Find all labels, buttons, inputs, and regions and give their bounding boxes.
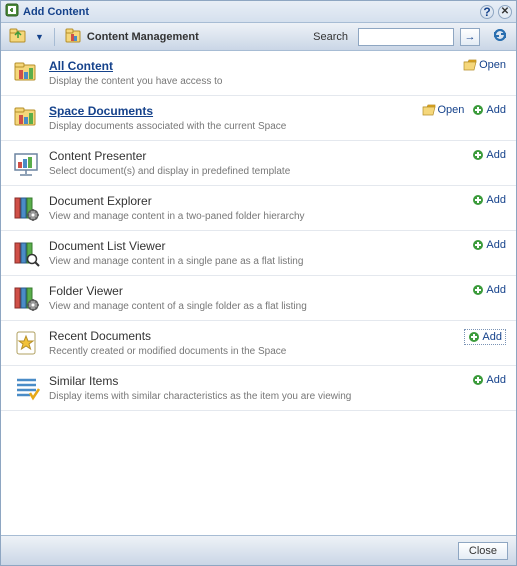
list-item-body: Folder Viewer View and manage content of … <box>43 284 506 312</box>
list-check-icon <box>11 374 43 402</box>
toolbar: ▼ Content Management Search → <box>1 23 516 51</box>
books-zoom-icon <box>11 239 43 267</box>
item-description: Select document(s) and display in predef… <box>49 166 406 177</box>
item-actions: Add <box>464 329 506 345</box>
add-action[interactable]: Add <box>472 104 506 116</box>
item-title: Recent Documents <box>49 329 406 343</box>
item-actions: Add <box>472 374 506 386</box>
add-label: Add <box>486 239 506 251</box>
item-title: Similar Items <box>49 374 406 388</box>
item-description: View and manage content in a two-paned f… <box>49 211 406 222</box>
up-folder-button[interactable] <box>9 27 29 46</box>
books-gear-icon <box>11 194 43 222</box>
item-description: View and manage content of a single fold… <box>49 301 406 312</box>
dropdown-arrow-icon[interactable]: ▼ <box>35 32 44 42</box>
add-label: Add <box>486 104 506 116</box>
toolbar-separator <box>54 28 55 46</box>
window-icon <box>5 3 19 20</box>
open-label: Open <box>479 59 506 71</box>
item-actions: Open Add <box>422 104 507 116</box>
item-title[interactable]: Space Documents <box>49 104 406 118</box>
item-description: Display the content you have access to <box>49 76 406 87</box>
add-action[interactable]: Add <box>464 329 506 345</box>
item-title: Content Presenter <box>49 149 406 163</box>
presenter-icon <box>11 149 43 177</box>
multi-folder-icon <box>11 59 43 87</box>
add-action[interactable]: Add <box>472 374 506 386</box>
add-action[interactable]: Add <box>472 284 506 296</box>
item-actions: Open <box>463 59 506 71</box>
item-description: View and manage content in a single pane… <box>49 256 406 267</box>
footer: Close <box>1 535 516 565</box>
open-label: Open <box>438 104 465 116</box>
add-label: Add <box>482 331 502 343</box>
list-item: Document Explorer View and manage content… <box>1 186 516 231</box>
list-item: All Content Display the content you have … <box>1 51 516 96</box>
list-item-body: All Content Display the content you have … <box>43 59 506 87</box>
breadcrumb[interactable]: Content Management <box>87 31 199 43</box>
item-title[interactable]: All Content <box>49 59 406 73</box>
item-actions: Add <box>472 284 506 296</box>
open-action[interactable]: Open <box>463 59 506 71</box>
add-action[interactable]: Add <box>472 194 506 206</box>
close-button[interactable]: Close <box>458 542 508 560</box>
item-title: Document Explorer <box>49 194 406 208</box>
item-actions: Add <box>472 149 506 161</box>
item-actions: Add <box>472 194 506 206</box>
content-list: All Content Display the content you have … <box>1 51 516 535</box>
multi-folder-icon <box>11 104 43 132</box>
item-title: Document List Viewer <box>49 239 406 253</box>
list-item: Content Presenter Select document(s) and … <box>1 141 516 186</box>
add-label: Add <box>486 374 506 386</box>
list-item-body: Document Explorer View and manage content… <box>43 194 506 222</box>
list-item: Document List Viewer View and manage cont… <box>1 231 516 276</box>
books-gear-icon <box>11 284 43 312</box>
item-description: Display documents associated with the cu… <box>49 121 406 132</box>
add-action[interactable]: Add <box>472 149 506 161</box>
list-item-body: Similar Items Display items with similar … <box>43 374 506 402</box>
item-description: Display items with similar characteristi… <box>49 391 406 402</box>
add-label: Add <box>486 194 506 206</box>
close-icon[interactable]: ✕ <box>498 5 512 19</box>
add-label: Add <box>486 284 506 296</box>
item-actions: Add <box>472 239 506 251</box>
item-title: Folder Viewer <box>49 284 406 298</box>
window-title: Add Content <box>23 6 89 18</box>
add-action[interactable]: Add <box>472 239 506 251</box>
star-doc-icon <box>11 329 43 357</box>
breadcrumb-icon <box>65 27 81 46</box>
list-item-body: Recent Documents Recently created or modi… <box>43 329 506 357</box>
search-input[interactable] <box>358 28 454 46</box>
help-icon[interactable]: ? <box>480 5 494 19</box>
item-description: Recently created or modified documents i… <box>49 346 406 357</box>
search-label: Search <box>313 31 348 43</box>
list-item-body: Content Presenter Select document(s) and … <box>43 149 506 177</box>
search-go-button[interactable]: → <box>460 28 480 46</box>
list-item: Space Documents Display documents associa… <box>1 96 516 141</box>
refresh-icon[interactable] <box>492 27 508 46</box>
add-label: Add <box>486 149 506 161</box>
list-item: Recent Documents Recently created or modi… <box>1 321 516 366</box>
open-action[interactable]: Open <box>422 104 465 116</box>
list-item: Similar Items Display items with similar … <box>1 366 516 411</box>
list-item-body: Document List Viewer View and manage cont… <box>43 239 506 267</box>
title-bar: Add Content ? ✕ <box>1 1 516 23</box>
list-item: Folder Viewer View and manage content of … <box>1 276 516 321</box>
